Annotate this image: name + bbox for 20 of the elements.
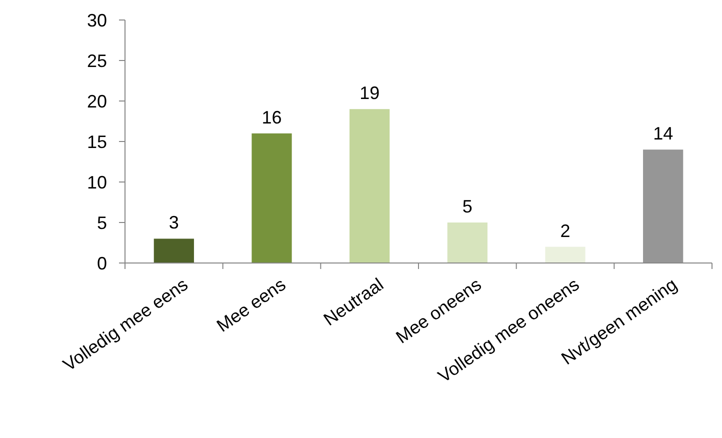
y-tick-label: 5 — [96, 212, 107, 233]
bar — [643, 150, 684, 263]
y-tick-label: 10 — [86, 172, 107, 192]
x-tick-label: Mee eens — [213, 274, 290, 336]
data-label: 2 — [560, 220, 570, 241]
bar — [154, 238, 194, 263]
y-tick-label: 25 — [86, 50, 107, 71]
data-label: 19 — [360, 83, 380, 104]
bar — [252, 133, 292, 263]
data-label: 3 — [168, 212, 179, 233]
data-label: 14 — [653, 124, 674, 144]
y-tick-label: 15 — [86, 132, 107, 152]
data-label: 5 — [462, 196, 472, 216]
bar — [350, 109, 390, 263]
y-tick-label: 20 — [86, 91, 107, 112]
bar — [545, 246, 586, 263]
bar — [447, 222, 488, 263]
y-tick-label: 30 — [86, 10, 107, 30]
data-label: 16 — [262, 107, 282, 128]
y-tick-label: 0 — [96, 253, 107, 274]
